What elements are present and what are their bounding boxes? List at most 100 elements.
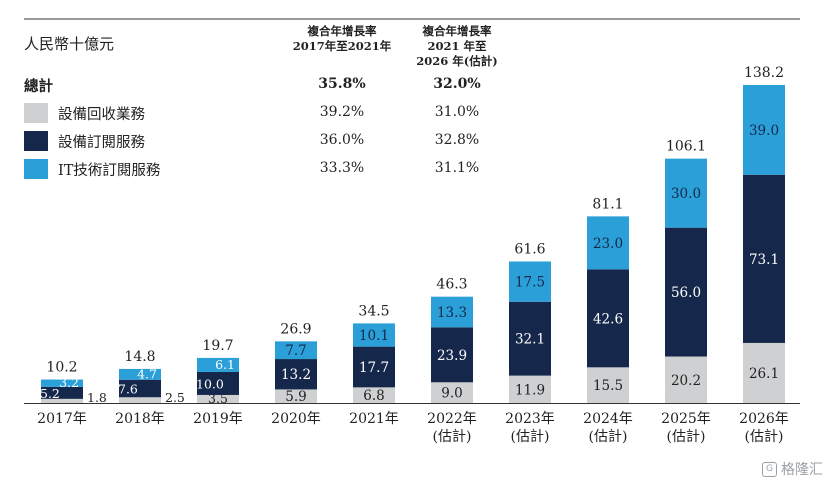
total-label: 138.2 — [744, 65, 784, 81]
bar-segment — [353, 323, 395, 347]
cagr-header-1-line-1: 複合年增長率 — [307, 24, 377, 38]
bar-segment — [743, 85, 785, 175]
data-label: 10.1 — [359, 328, 389, 344]
bar-segment — [743, 342, 785, 403]
legend-row: 總計 — [24, 73, 254, 97]
data-label: 3.2 — [59, 375, 79, 390]
data-label: 2.5 — [165, 390, 185, 405]
legend-label: IT技術訂閱服務 — [58, 162, 161, 179]
total-label: 81.1 — [592, 196, 623, 212]
bar-segment — [509, 261, 551, 302]
data-label: 13.2 — [281, 367, 311, 383]
bar-segment — [119, 379, 161, 398]
data-label: 11.9 — [515, 382, 545, 398]
bar-segment — [587, 269, 629, 368]
bar-segment — [275, 389, 317, 403]
data-label: 5.2 — [40, 386, 60, 401]
x-tick-label: (估計) — [589, 429, 628, 445]
data-label: 6.8 — [363, 388, 384, 404]
bar-segment — [197, 394, 239, 403]
legend-row: 設備訂閱服務 — [24, 129, 288, 153]
bar-segment — [275, 359, 317, 390]
data-label: 23.9 — [437, 348, 467, 364]
cagr-value-2017-2021: 35.8% — [318, 76, 366, 92]
x-tick-label: 2025年 — [661, 411, 711, 427]
legend-swatch — [24, 159, 48, 179]
data-label: 15.5 — [593, 378, 623, 394]
cagr-header-1-line-2: 2017年至2021年 — [292, 39, 392, 53]
bar-segment — [587, 216, 629, 270]
data-label: 6.1 — [215, 357, 235, 372]
bar-segment — [197, 371, 239, 395]
data-label: 20.2 — [671, 373, 701, 389]
total-label: 34.5 — [358, 303, 389, 319]
watermark: G 格隆汇 — [762, 459, 823, 479]
data-label: 42.6 — [593, 311, 623, 327]
bar-segment — [431, 382, 473, 403]
bar-segment — [431, 296, 473, 328]
data-label: 17.5 — [515, 275, 545, 291]
bar-segment — [41, 379, 83, 387]
x-tick-label: (估計) — [433, 429, 472, 445]
cagr-value-2021-2026: 31.0% — [434, 104, 480, 120]
cagr-header-2-line-1: 複合年增長率 — [422, 24, 492, 38]
bar-segment — [353, 387, 395, 403]
bar-segment — [665, 356, 707, 403]
legend-row: IT技術訂閱服務 — [24, 157, 288, 181]
x-tick-label: (估計) — [745, 429, 784, 445]
bar-segment — [587, 367, 629, 403]
bar-segment — [665, 227, 707, 357]
total-label: 19.7 — [202, 338, 233, 354]
x-tick-label: 2024年 — [583, 411, 633, 427]
watermark-text: 格隆汇 — [781, 462, 823, 478]
data-label: 5.9 — [285, 389, 306, 405]
x-tick-label: 2023年 — [505, 411, 555, 427]
bar-segment — [119, 368, 161, 380]
data-label: 26.1 — [749, 366, 779, 382]
cagr-value-2017-2021: 36.0% — [319, 132, 365, 148]
x-tick-label: 2017年 — [37, 411, 87, 427]
bar-segment — [509, 375, 551, 403]
legend-label: 設備回收業務 — [58, 106, 145, 123]
x-tick-label: (估計) — [667, 429, 706, 445]
cagr-header-2-line-3: 2026 年(估計) — [416, 54, 498, 68]
bar-segment — [119, 397, 161, 403]
bar-segment — [41, 386, 83, 399]
cagr-header-2-line-2: 2021 年至 — [427, 39, 487, 53]
data-label: 1.8 — [87, 390, 107, 405]
legend-swatch — [24, 131, 48, 151]
bar-segment — [665, 158, 707, 228]
data-label: 4.7 — [137, 366, 157, 381]
data-label: 39.0 — [749, 123, 779, 139]
bar-segment — [743, 174, 785, 343]
data-label: 9.0 — [441, 386, 462, 402]
total-label: 46.3 — [436, 277, 467, 293]
data-label: 23.0 — [593, 236, 623, 252]
data-label: 56.0 — [671, 285, 701, 301]
bar-segment — [353, 346, 395, 388]
unit-label: 人民幣十億元 — [24, 35, 115, 53]
x-tick-label: 2022年 — [427, 411, 477, 427]
legend-label: 設備訂閱服務 — [58, 134, 145, 151]
x-tick-label: (估計) — [511, 429, 550, 445]
bar-segment — [431, 327, 473, 383]
bar-segment — [509, 301, 551, 376]
total-label: 106.1 — [666, 139, 706, 155]
bar-segment — [275, 341, 317, 360]
cagr-value-2021-2026: 31.1% — [434, 160, 480, 176]
x-tick-label: 2026年 — [739, 411, 789, 427]
data-label: 32.1 — [515, 332, 545, 348]
bar-segment — [41, 398, 83, 403]
bar-segment — [197, 357, 239, 372]
x-tick-label: 2020年 — [271, 411, 321, 427]
cagr-value-2017-2021: 39.2% — [319, 104, 365, 120]
legend-swatch — [24, 103, 48, 123]
legend-row: 設備回收業務 — [24, 101, 288, 125]
cagr-value-2021-2026: 32.8% — [434, 132, 480, 148]
cagr-header-2021-2026: 複合年增長率 2021 年至 2026 年(估計) — [397, 24, 517, 69]
data-label: 30.0 — [671, 186, 701, 202]
total-label: 61.6 — [514, 241, 545, 257]
data-label: 73.1 — [749, 252, 779, 268]
data-label: 10.0 — [196, 376, 224, 391]
